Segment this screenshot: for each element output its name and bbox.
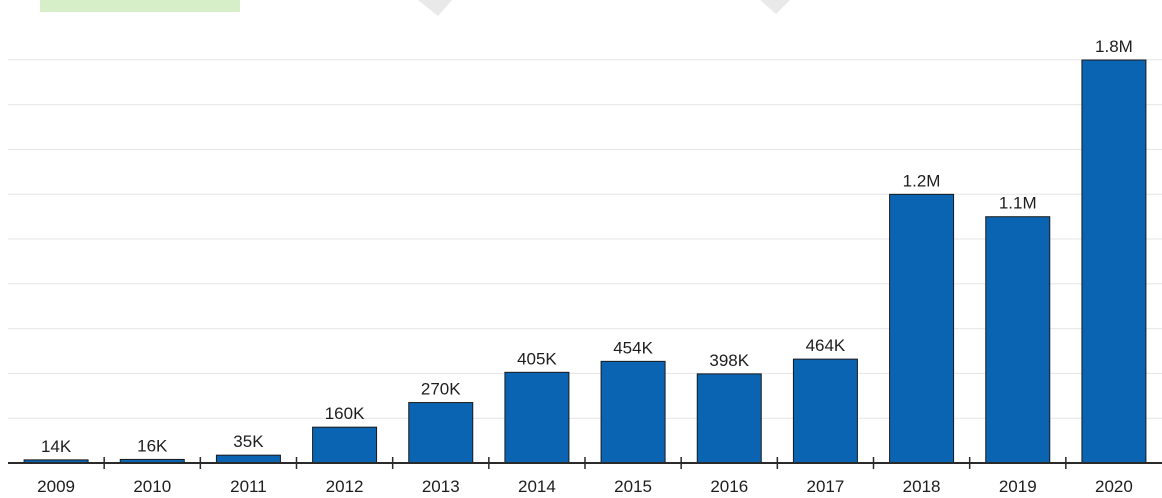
value-label-2014: 405K	[517, 349, 557, 368]
bar-2012	[312, 426, 378, 464]
bar-2016	[696, 373, 762, 464]
x-axis-ticks	[103, 457, 1067, 469]
category-label-2015: 2015	[614, 477, 652, 496]
value-label-2017: 464K	[806, 336, 846, 355]
value-label-2013: 270K	[421, 380, 461, 399]
bar-2019	[985, 216, 1051, 464]
category-label-2013: 2013	[422, 477, 460, 496]
gridlines	[8, 59, 1162, 419]
bar-2020	[1081, 59, 1147, 464]
bar-2015	[600, 360, 666, 464]
value-label-2011: 35K	[233, 432, 264, 451]
bar-2013	[408, 402, 474, 464]
category-label-2014: 2014	[518, 477, 556, 496]
value-label-2012: 160K	[325, 404, 365, 423]
value-label-2019: 1.1M	[999, 194, 1037, 213]
category-label-2012: 2012	[326, 477, 364, 496]
top-banner-fragment	[40, 0, 240, 12]
category-label-2018: 2018	[903, 477, 941, 496]
value-labels: 14K 16K 35K 160K 270K 405K 454K 398K 464K 1.2M 1.1…	[41, 37, 1133, 456]
value-label-2020: 1.8M	[1095, 37, 1133, 56]
category-labels: 2009 2010 2011 2012 2013 2014 2015 2016 2017 2018…	[37, 477, 1133, 496]
bar-2018	[889, 193, 955, 464]
category-label-2010: 2010	[133, 477, 171, 496]
watermark-fragment-left	[418, 0, 452, 16]
category-label-2020: 2020	[1095, 477, 1133, 496]
value-label-2010: 16K	[137, 436, 168, 455]
category-label-2019: 2019	[999, 477, 1037, 496]
category-label-2016: 2016	[710, 477, 748, 496]
bars	[23, 59, 1147, 464]
bar-2017	[792, 358, 858, 464]
watermark-fragment-right	[760, 0, 790, 14]
category-label-2009: 2009	[37, 477, 75, 496]
value-label-2018: 1.2M	[903, 171, 941, 190]
value-label-2015: 454K	[613, 338, 653, 357]
category-label-2017: 2017	[807, 477, 845, 496]
value-label-2009: 14K	[41, 437, 72, 456]
bar-2014	[504, 371, 570, 464]
category-label-2011: 2011	[230, 477, 267, 496]
value-label-2016: 398K	[709, 351, 749, 370]
bar-2011	[215, 454, 281, 464]
